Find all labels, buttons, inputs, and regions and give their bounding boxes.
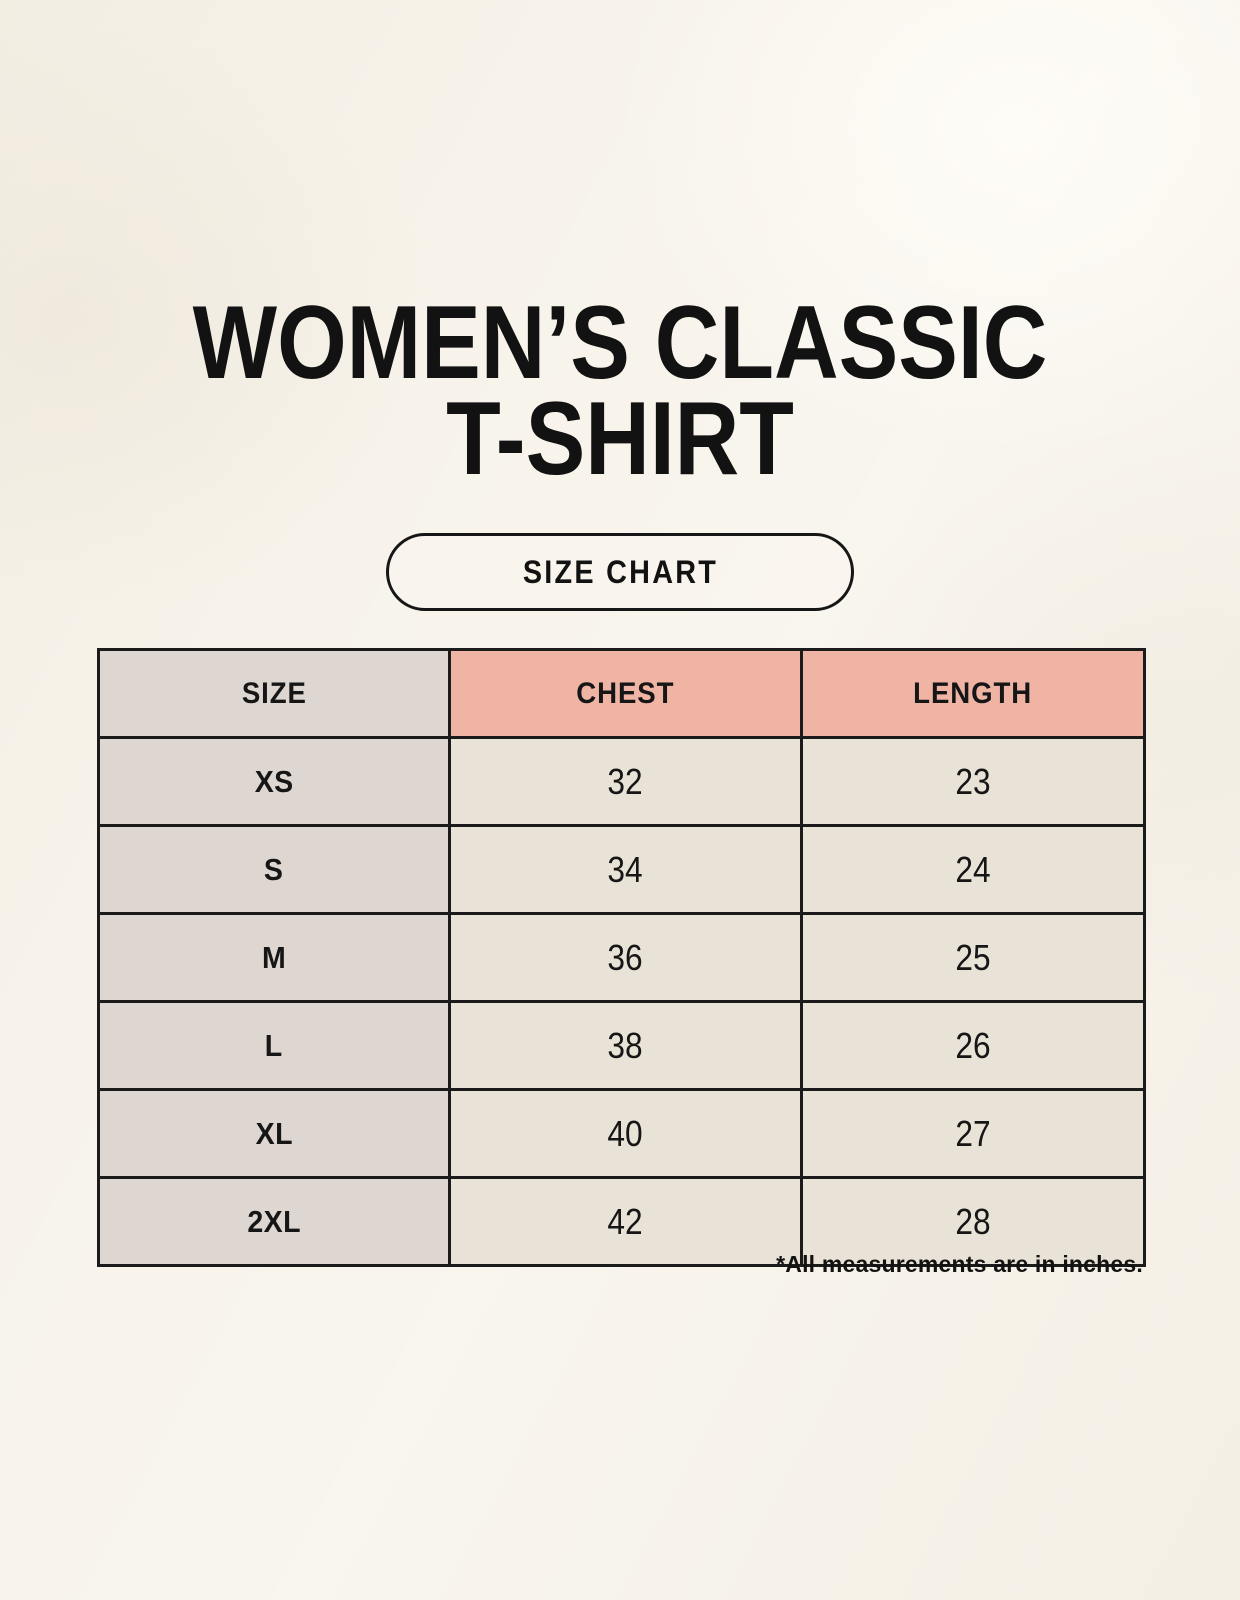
table-row-xl: XL 40 27 [97,1088,1146,1179]
chest-cell: 38 [448,1000,803,1091]
column-header-size-label: SIZE [241,676,307,710]
page-title-line-1: WOMEN’S CLASSIC [192,285,1048,401]
column-header-chest: CHEST [448,648,803,739]
table-row-xs: XS 32 23 [97,736,1146,827]
size-chart-table: SIZE CHEST LENGTH XS 32 23 S 34 24 M 36 … [97,648,1146,1267]
length-value: 27 [955,1112,991,1154]
chest-cell: 36 [448,912,803,1003]
length-value: 25 [955,936,991,978]
chest-value: 36 [607,936,644,978]
length-value: 23 [955,760,991,802]
size-cell: S [97,824,451,915]
table-row-l: L 38 26 [97,1000,1146,1091]
length-cell: 23 [800,736,1146,827]
length-cell: 27 [800,1088,1146,1179]
column-header-length-label: LENGTH [913,676,1033,710]
chest-value: 40 [607,1112,644,1154]
size-cell: 2XL [97,1176,451,1267]
size-label: 2XL [247,1203,301,1239]
chest-value: 42 [607,1200,644,1242]
page-title-line-2: T-SHIRT [446,380,794,497]
chest-cell: 40 [448,1088,803,1179]
size-cell: XS [97,736,451,827]
length-cell: 25 [800,912,1146,1003]
size-chart-badge[interactable]: SIZE CHART [386,533,854,611]
length-cell: 26 [800,1000,1146,1091]
size-label: S [264,851,284,887]
size-cell: XL [97,1088,451,1179]
length-value: 24 [955,848,991,890]
page-title: WOMEN’S CLASSIC T-SHIRT [87,285,1153,497]
size-label: XL [255,1115,293,1151]
table-row-m: M 36 25 [97,912,1146,1003]
chest-value: 32 [607,760,644,802]
chest-cell: 34 [448,824,803,915]
column-header-size: SIZE [97,648,451,739]
column-header-length: LENGTH [800,648,1146,739]
length-value: 28 [955,1200,991,1242]
length-value: 26 [955,1024,991,1066]
size-label: XS [254,763,294,799]
length-cell: 24 [800,824,1146,915]
size-label: M [261,939,287,975]
chest-cell: 42 [448,1176,803,1267]
chest-cell: 32 [448,736,803,827]
table-row-s: S 34 24 [97,824,1146,915]
size-cell: L [97,1000,451,1091]
column-header-chest-label: CHEST [576,676,675,710]
size-cell: M [97,912,451,1003]
table-header-row: SIZE CHEST LENGTH [97,648,1146,739]
table-row-2xl: 2XL 42 28 [97,1176,1146,1267]
size-label: L [265,1027,283,1063]
chest-value: 34 [607,848,644,890]
length-cell: 28 [800,1176,1146,1267]
size-chart-badge-label: SIZE CHART [522,553,718,590]
chest-value: 38 [607,1024,644,1066]
measurements-note: *All measurements are in inches. [776,1251,1143,1277]
